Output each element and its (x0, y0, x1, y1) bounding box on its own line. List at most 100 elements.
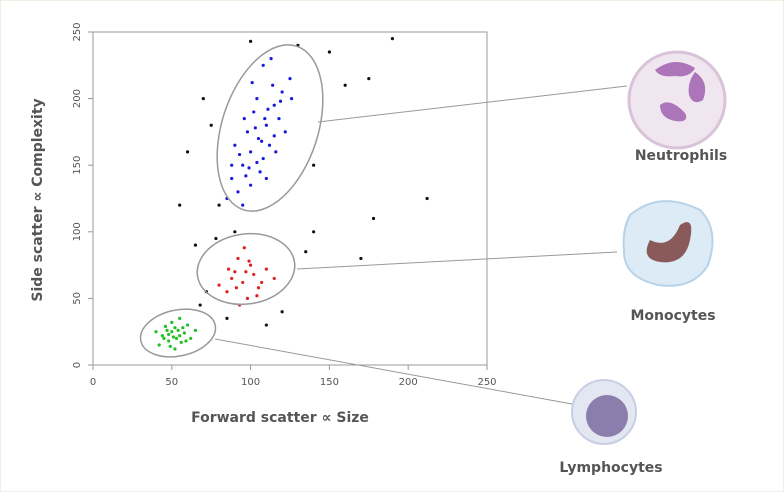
point (230, 277, 233, 280)
point (189, 337, 192, 340)
point (199, 303, 202, 306)
point (249, 40, 252, 43)
chart: Forward scatter ∝ Size Side scatter ∝ Co… (0, 0, 784, 492)
point (328, 50, 331, 53)
point (265, 267, 268, 270)
point (210, 124, 213, 127)
point (233, 144, 236, 147)
monocyte-cell (624, 201, 713, 286)
point (202, 97, 205, 100)
point (269, 57, 272, 60)
point (244, 270, 247, 273)
point (165, 329, 168, 332)
point (230, 164, 233, 167)
point (254, 126, 257, 129)
point (178, 317, 181, 320)
point (260, 281, 263, 284)
point (304, 250, 307, 253)
point (233, 230, 236, 233)
point (251, 81, 254, 84)
point (186, 150, 189, 153)
y-tick-label: 250 (72, 22, 83, 41)
point (262, 157, 265, 160)
y-tick-label: 50 (72, 292, 83, 305)
point (236, 257, 239, 260)
point (154, 330, 157, 333)
point (186, 323, 189, 326)
point (312, 230, 315, 233)
point (247, 166, 250, 169)
point (273, 104, 276, 107)
point (162, 337, 165, 340)
point (161, 334, 164, 337)
point (235, 286, 238, 289)
point (258, 170, 261, 173)
point (244, 174, 247, 177)
point (178, 334, 181, 337)
point (164, 325, 167, 328)
point (249, 264, 252, 267)
point (225, 290, 228, 293)
point (372, 217, 375, 220)
point (167, 333, 170, 336)
point (281, 90, 284, 93)
y-tick-label: 150 (72, 156, 83, 175)
point (173, 326, 176, 329)
point (260, 140, 263, 143)
point (225, 317, 228, 320)
point (263, 117, 266, 120)
point (426, 197, 429, 200)
point (391, 37, 394, 40)
point (238, 153, 241, 156)
point (252, 273, 255, 276)
point (158, 343, 161, 346)
y-tick-label: 200 (72, 89, 83, 108)
point (173, 347, 176, 350)
x-tick-label: 250 (477, 377, 496, 388)
neutrophil-cell (629, 52, 725, 148)
x-tick-label: 150 (320, 377, 339, 388)
point (236, 190, 239, 193)
point (249, 150, 252, 153)
point (262, 64, 265, 67)
point (241, 164, 244, 167)
point (344, 84, 347, 87)
point (266, 108, 269, 111)
point (257, 286, 260, 289)
point (265, 323, 268, 326)
point (233, 270, 236, 273)
x-tick-label: 0 (90, 377, 96, 388)
point (284, 130, 287, 133)
point (169, 345, 172, 348)
y-axis-label: Side scatter ∝ Complexity (30, 98, 46, 301)
point (246, 130, 249, 133)
point (241, 281, 244, 284)
point (359, 257, 362, 260)
point (194, 244, 197, 247)
point (183, 331, 186, 334)
page: Forward scatter ∝ Size Side scatter ∝ Co… (0, 0, 784, 496)
point (265, 124, 268, 127)
point (170, 321, 173, 324)
point (288, 77, 291, 80)
point (273, 277, 276, 280)
point (255, 97, 258, 100)
point (290, 97, 293, 100)
y-tick-label: 0 (72, 362, 83, 368)
point (255, 294, 258, 297)
point (227, 267, 230, 270)
point (268, 144, 271, 147)
point (247, 260, 250, 263)
x-tick-label: 100 (241, 377, 260, 388)
x-tick-label: 200 (399, 377, 418, 388)
point (265, 177, 268, 180)
point (255, 161, 258, 164)
point (167, 339, 170, 342)
point (178, 204, 181, 207)
x-tick-label: 50 (165, 377, 178, 388)
point (274, 150, 277, 153)
point (312, 164, 315, 167)
point (246, 297, 249, 300)
point (230, 177, 233, 180)
point (217, 283, 220, 286)
